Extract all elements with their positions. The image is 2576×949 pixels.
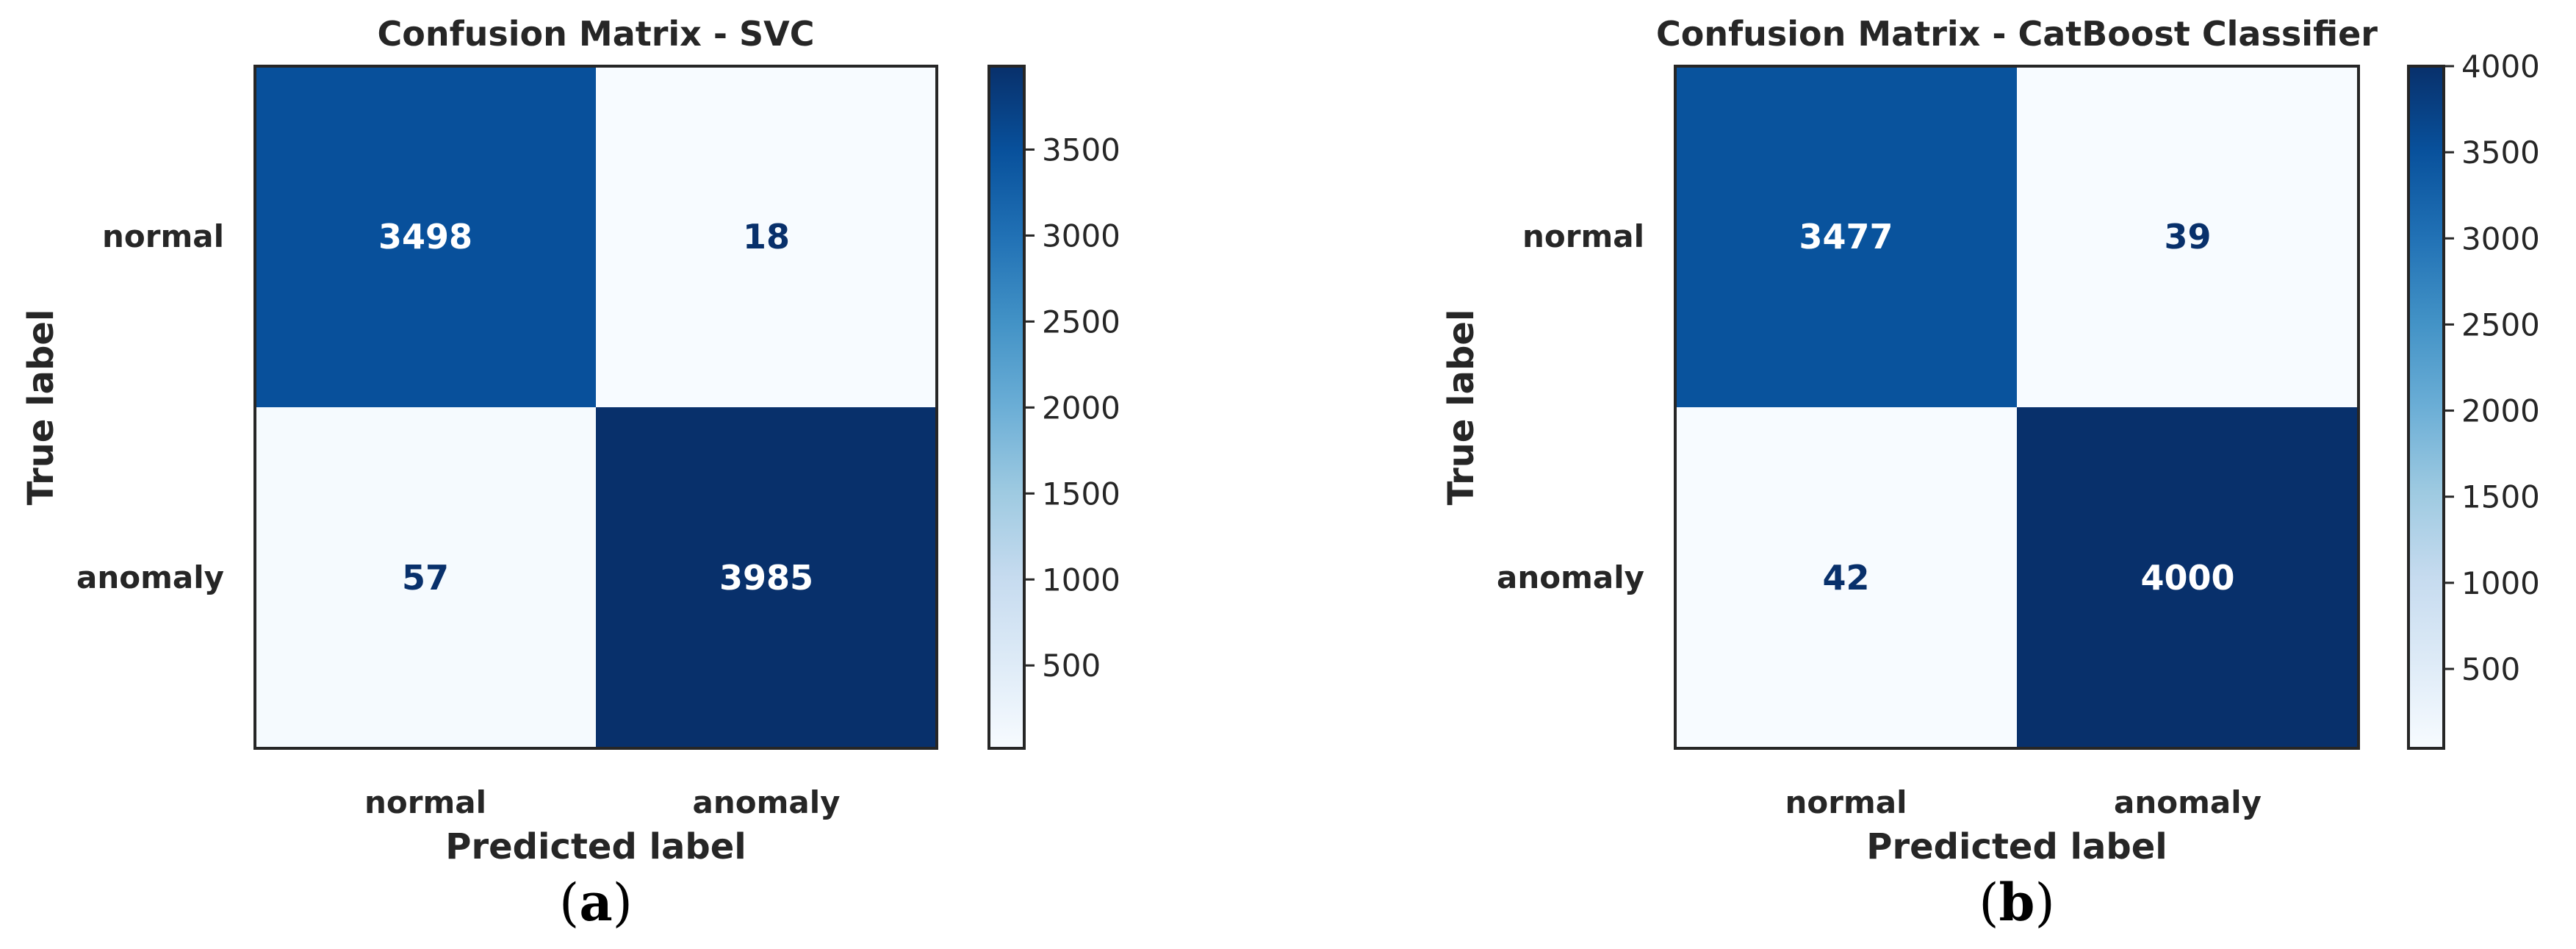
colorbar-tick-label: 4000 [2461,49,2540,85]
y-axis-label: True label [21,309,62,506]
matrix-frame [1674,65,2360,750]
matrix-cell-normal-normal [1675,66,2017,407]
colorbar-tick-label: 2500 [1042,304,1120,340]
colorbar-tick-label: 2000 [1042,390,1120,426]
cell-value-label: 4000 [2140,558,2234,598]
colorbar-tick-label: 3500 [2461,135,2540,171]
colorbar-tick-label: 3000 [2461,221,2540,257]
matrix-cell-anomaly-anomaly [2017,407,2359,748]
cell-value-label: 3985 [719,558,813,598]
chart-title: Confusion Matrix - CatBoost Classifier [1656,14,2378,54]
x-axis-label: Predicted label [445,826,746,867]
y-axis-label: True label [1441,309,1482,506]
caption-letter: a [579,872,612,933]
caption-open-paren: ( [559,873,579,933]
colorbar-tick-label: 1500 [1042,476,1120,512]
cell-value-label: 3498 [378,217,472,257]
cell-value-label: 57 [402,558,449,598]
y-tick-label: anomaly [1497,559,1644,595]
matrix-cell-anomaly-normal [255,407,596,748]
x-axis-label: Predicted label [1866,826,2167,867]
colorbar-tick-label: 3500 [1042,132,1120,168]
colorbar-tick-label: 500 [2461,651,2520,687]
matrix-cell-normal-anomaly [596,66,937,407]
cell-value-label: 39 [2164,217,2211,257]
caption-close-paren: ) [613,873,633,933]
caption-close-paren: ) [2034,873,2054,933]
panel-caption: (a) [559,872,633,933]
caption-open-paren: ( [1979,873,1998,933]
y-tick-label: normal [1522,218,1644,254]
y-tick-label: normal [102,218,224,254]
matrix-frame [253,65,938,750]
colorbar-tick-label: 1500 [2461,479,2540,515]
x-tick-label: anomaly [693,784,841,820]
colorbar-gradient [989,66,1024,748]
colorbar-tick-label: 1000 [2461,565,2540,601]
cell-value-label: 3477 [1799,217,1893,257]
colorbar-tick-label: 500 [1042,648,1101,684]
matrix-cell-anomaly-normal [1675,407,2017,748]
matrix-cell-normal-normal [255,66,596,407]
colorbar-tick-label: 2000 [2461,393,2540,429]
cell-value-label: 42 [1822,558,1869,598]
panel-catboost: 3477 39 42 4000 Confusion Matrix - CatBoost … [1441,14,2540,933]
matrix-cell-normal-anomaly [2017,66,2359,407]
colorbar-frame [2407,65,2445,750]
chart-title: Confusion Matrix - SVC [378,14,815,54]
x-tick-label: anomaly [2114,784,2262,820]
x-tick-label: normal [1785,784,1907,820]
caption-letter: b [1999,872,2035,933]
panel-svc: 3498 18 57 3985 Confusion Matrix - SVC normal… [21,14,1120,933]
matrix-cell-anomaly-anomaly [596,407,937,748]
x-tick-label: normal [364,784,486,820]
colorbar-tick-label: 2500 [2461,307,2540,343]
cell-value-label: 18 [743,217,790,257]
colorbar-tick-label: 3000 [1042,218,1120,254]
panel-caption: (b) [1979,872,2055,933]
y-tick-label: anomaly [76,559,224,595]
colorbar-gradient [2408,66,2444,748]
colorbar-tick-label: 1000 [1042,562,1120,598]
